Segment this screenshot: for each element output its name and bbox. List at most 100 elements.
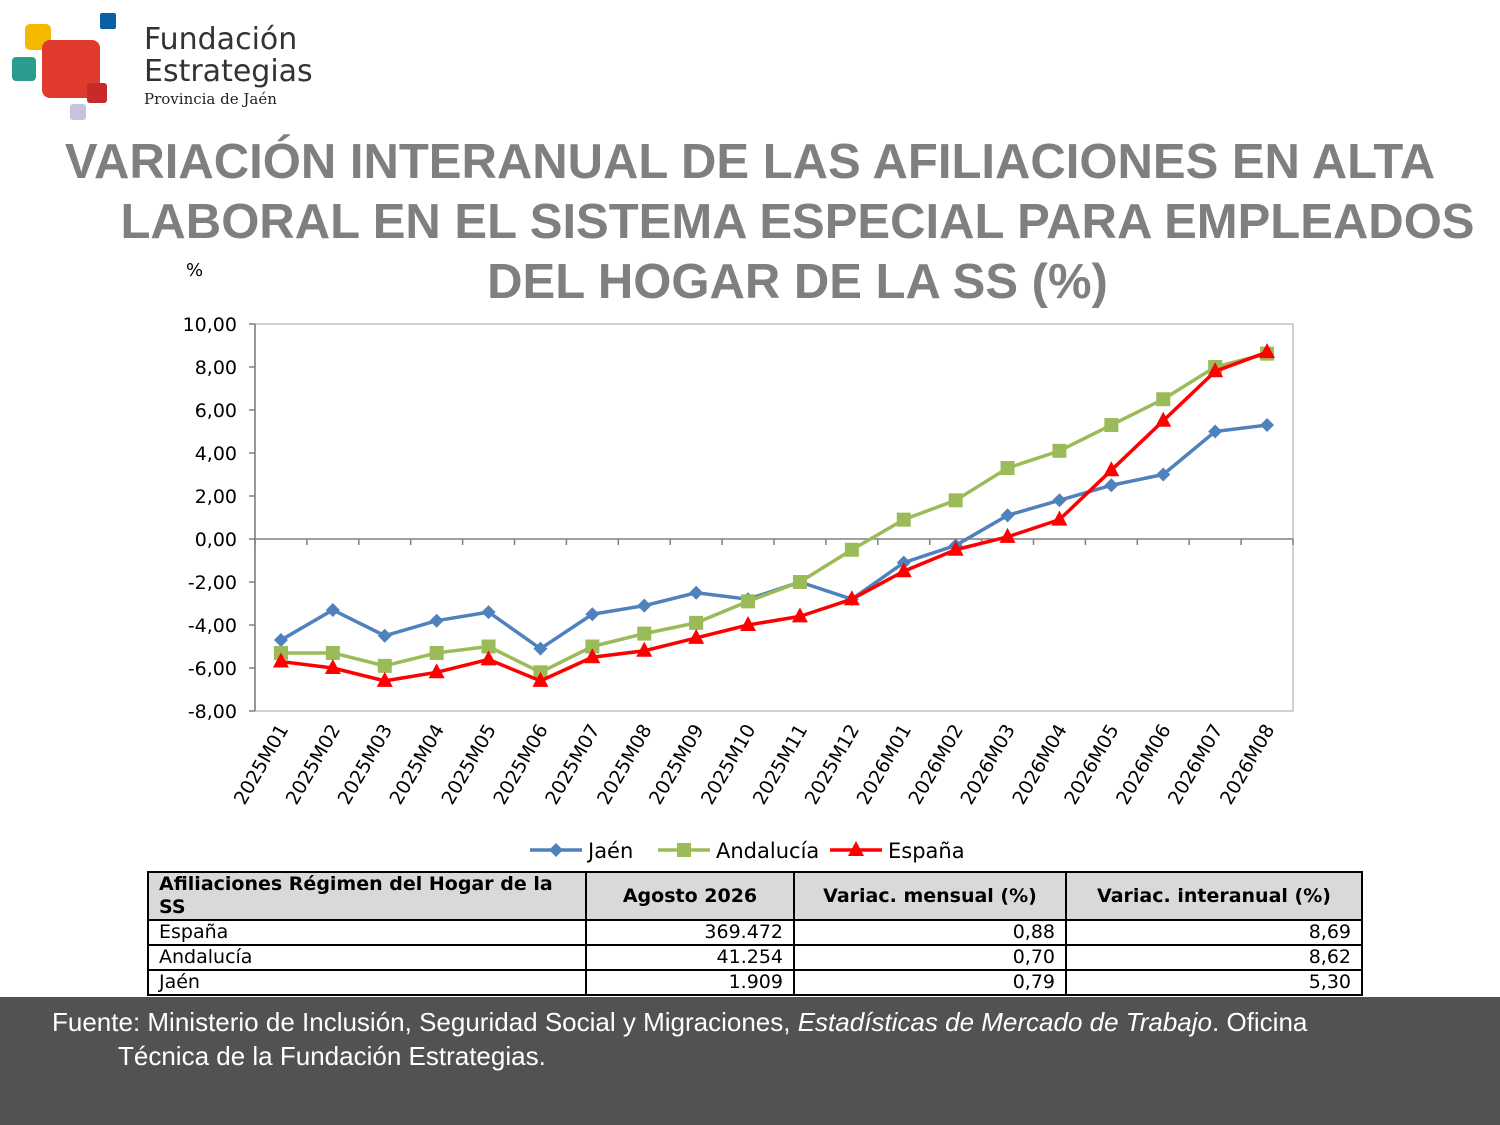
series-line	[280, 350, 1268, 683]
table-row: España 369.472 0,88 8,69	[147, 919, 1363, 946]
logo-square	[87, 83, 107, 103]
data-point	[325, 602, 340, 617]
table-row: Andalucía 41.254 0,70 8,62	[147, 944, 1363, 971]
table-cell: 369.472	[585, 919, 795, 946]
data-point	[429, 613, 444, 628]
data-point	[428, 663, 445, 679]
data-point	[948, 493, 963, 508]
legend: Jaén Andalucía España	[530, 839, 965, 863]
table-cell: 1.909	[585, 969, 795, 996]
summary-table: Afiliaciones Régimen del Hogar de la SS …	[147, 871, 1363, 996]
table-cell: 0,70	[793, 944, 1067, 971]
source-line2: Técnica de la Fundación Estrategias.	[118, 1041, 546, 1071]
data-point	[792, 575, 807, 589]
y-tick-label: -4,00	[188, 615, 237, 637]
table-cell: 41.254	[585, 944, 795, 971]
logo-line1: Fundación	[144, 22, 298, 57]
data-point	[377, 628, 392, 643]
y-tick-label: -6,00	[188, 658, 237, 680]
data-point	[272, 652, 289, 668]
data-point	[584, 648, 601, 664]
table-row: Jaén 1.909 0,79 5,30	[147, 969, 1363, 996]
y-tick-label: 4,00	[195, 443, 237, 465]
legend-item: Andalucía	[658, 839, 819, 863]
y-tick-label: 8,00	[195, 357, 237, 379]
y-tick-label: 0,00	[195, 529, 237, 551]
legend-marker	[848, 841, 864, 856]
data-point	[1104, 478, 1119, 493]
title-line-3: DEL HOGAR DE LA SS (%)	[487, 255, 1108, 309]
logo-mark-icon	[12, 13, 116, 120]
data-point	[376, 671, 393, 687]
data-point	[791, 607, 808, 623]
data-point	[1208, 424, 1223, 439]
y-tick-label: 6,00	[195, 400, 237, 422]
table-header: Afiliaciones Régimen del Hogar de la SS	[147, 871, 587, 921]
source-footer: Fuente: Ministerio de Inclusión, Segurid…	[0, 997, 1500, 1125]
legend-marker	[677, 843, 691, 857]
logo: Fundación Estrategias Provincia de Jaén	[10, 10, 320, 120]
data-point	[1103, 461, 1120, 477]
data-point	[325, 645, 340, 660]
data-point	[947, 540, 964, 556]
data-point	[585, 639, 600, 654]
data-point	[895, 562, 912, 578]
series-line	[280, 351, 1268, 675]
data-point	[999, 527, 1016, 543]
data-point	[1260, 418, 1275, 433]
data-point	[324, 659, 341, 674]
data-point	[1052, 443, 1067, 458]
data-point	[480, 650, 497, 666]
data-point	[689, 585, 704, 600]
table-cell: 5,30	[1065, 969, 1363, 996]
line-chart: 10,00 8,00 6,00 4,00 2,00 0,00 -2,00 -4,00 -6,00…	[183, 314, 1294, 863]
data-point	[741, 594, 756, 609]
table-cell: Jaén	[147, 969, 587, 996]
title-line-2: LABORAL EN EL SISTEMA ESPECIAL PARA EMPL…	[120, 195, 1475, 249]
data-point	[1156, 392, 1171, 407]
data-point	[1051, 510, 1068, 526]
source-prefix: Fuente: Ministerio de Inclusión, Segurid…	[52, 1007, 798, 1037]
table-header: Variac. interanual (%)	[1065, 871, 1363, 921]
data-point	[1104, 418, 1119, 433]
data-point	[689, 615, 704, 630]
data-point	[637, 626, 652, 641]
series-layer	[272, 343, 1276, 687]
logo-line3: Provincia de Jaén	[144, 90, 277, 108]
source-title: Estadísticas de Mercado de Trabajo	[797, 1007, 1213, 1037]
y-tick-label: -8,00	[188, 701, 237, 723]
data-point	[740, 616, 757, 631]
legend-label: Jaén	[586, 839, 633, 863]
table-cell: Andalucía	[147, 944, 587, 971]
data-point	[585, 607, 600, 622]
table-header: Variac. mensual (%)	[793, 871, 1067, 921]
data-point	[896, 512, 911, 527]
data-point	[636, 641, 653, 657]
y-tick-label: 10,00	[183, 314, 237, 336]
logo-square	[42, 40, 100, 98]
data-point	[1259, 343, 1276, 359]
legend-marker	[549, 843, 563, 857]
table-header: Agosto 2026	[585, 871, 795, 921]
logo-square	[100, 13, 116, 29]
y-tick-label: -2,00	[188, 572, 237, 594]
data-point	[637, 598, 652, 613]
data-point	[1000, 461, 1015, 476]
legend-item: Jaén	[530, 839, 633, 863]
data-point	[481, 605, 496, 620]
legend-item: España	[830, 839, 965, 863]
legend-label: España	[888, 839, 965, 863]
plot-border	[254, 323, 1294, 712]
data-point	[1000, 508, 1015, 523]
y-axis-unit-label: %	[186, 260, 204, 281]
table-header-row: Afiliaciones Régimen del Hogar de la SS …	[147, 871, 1363, 921]
data-point	[481, 639, 496, 654]
title-line-1: VARIACIÓN INTERANUAL DE LAS AFILIACIONES…	[64, 135, 1436, 189]
data-point	[532, 671, 549, 687]
logo-line2: Estrategias	[144, 54, 313, 89]
data-point	[377, 658, 392, 673]
table-cell: 8,69	[1065, 919, 1363, 946]
data-point	[429, 645, 444, 660]
table-cell: 0,79	[793, 969, 1067, 996]
data-point	[273, 633, 288, 648]
